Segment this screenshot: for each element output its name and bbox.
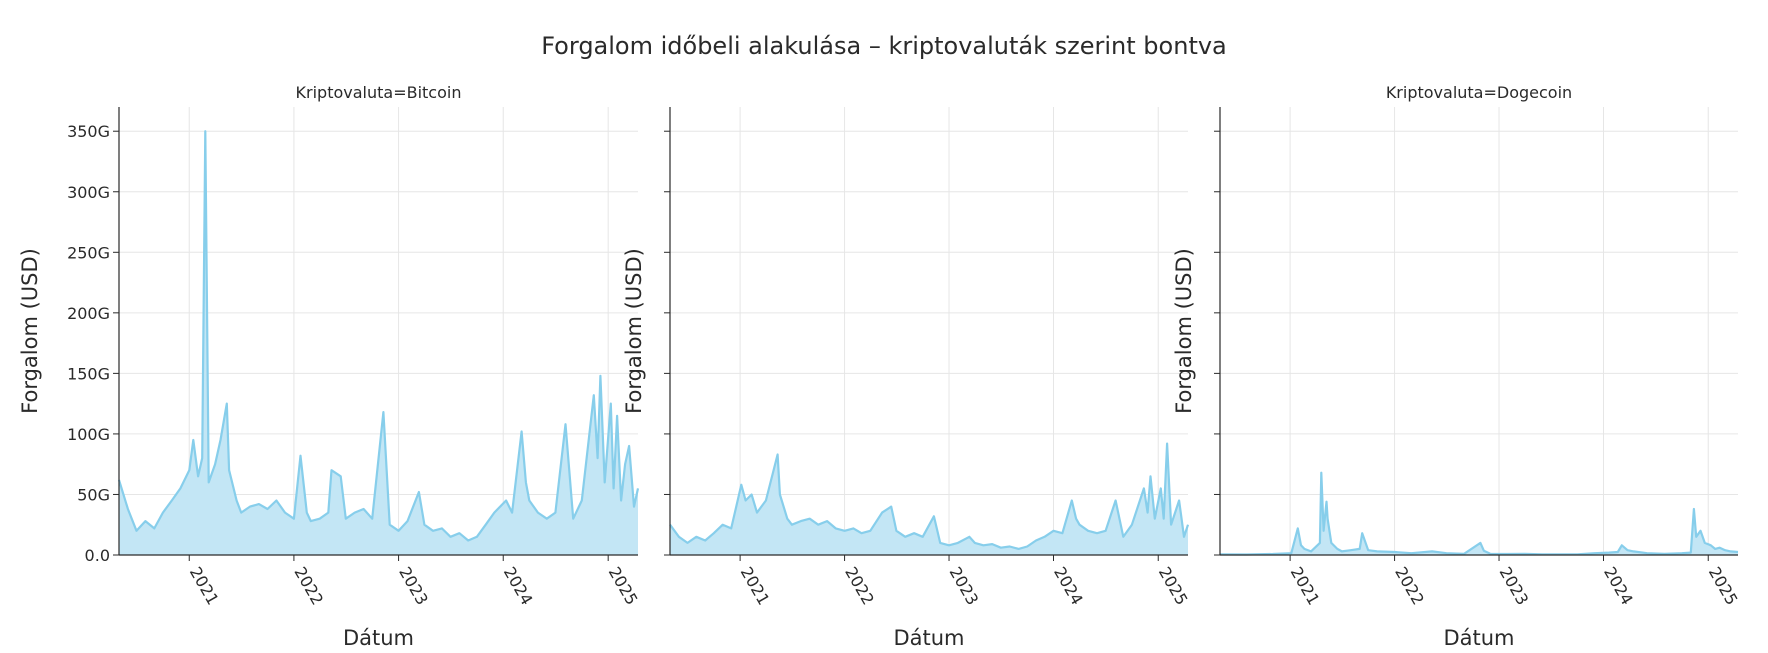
facet-panel-2: 2021 2022 2023 2024 2025 Dátum Forgalom (USD) bbox=[622, 107, 1192, 650]
chart-title: Forgalom időbeli alakulása – kriptovalut… bbox=[541, 32, 1227, 60]
x-axis-title: Dátum bbox=[343, 626, 414, 650]
y-axis-title: Forgalom (USD) bbox=[1172, 248, 1196, 414]
facet-panel-1: 0.0 50G 100G 150G 200G 250G 300G 350G 2021 2022 20… bbox=[18, 83, 642, 650]
series-area bbox=[119, 131, 638, 555]
x-tick-label: 2022 bbox=[1391, 563, 1428, 608]
x-tick-label: 2023 bbox=[1496, 564, 1533, 609]
facet-title: Kriptovaluta=Bitcoin bbox=[296, 83, 462, 102]
y-tick-label: 50G bbox=[77, 485, 110, 504]
x-tick-label: 2024 bbox=[1600, 563, 1637, 608]
x-tick-label: 2024 bbox=[1050, 563, 1087, 608]
y-tick-label: 150G bbox=[67, 364, 110, 383]
x-tick-label: 2021 bbox=[737, 564, 774, 609]
facet-panel-3: 2021 2022 2023 2024 2025 Kriptovaluta=Dogecoi… bbox=[1172, 83, 1742, 650]
x-tick-label: 2022 bbox=[290, 564, 327, 609]
y-tick-label: 100G bbox=[67, 425, 110, 444]
series-area bbox=[670, 443, 1188, 555]
x-tick-label: 2021 bbox=[1287, 564, 1324, 609]
x-axis-title: Dátum bbox=[1443, 626, 1514, 650]
y-tick-label: 250G bbox=[67, 243, 110, 262]
y-tick-label: 200G bbox=[67, 304, 110, 323]
series-line bbox=[1219, 471, 1739, 556]
y-axis-title: Forgalom (USD) bbox=[622, 248, 646, 414]
facet-title: Kriptovaluta=Dogecoin bbox=[1386, 83, 1572, 102]
y-tick-label: 300G bbox=[67, 183, 110, 202]
y-tick-label: 350G bbox=[67, 122, 110, 141]
x-tick-label: 2024 bbox=[500, 564, 537, 609]
y-axis-title: Forgalom (USD) bbox=[18, 248, 42, 414]
x-axis-title: Dátum bbox=[893, 626, 964, 650]
x-tick-label: 2025 bbox=[605, 563, 642, 608]
x-tick-label: 2025 bbox=[1155, 564, 1192, 609]
x-tick-label: 2022 bbox=[841, 563, 878, 608]
x-tick-label: 2023 bbox=[395, 563, 432, 608]
series-line bbox=[117, 130, 640, 542]
y-tick-label: 0.0 bbox=[85, 546, 110, 565]
series-line bbox=[669, 442, 1190, 550]
x-tick-label: 2021 bbox=[186, 563, 223, 608]
x-tick-label: 2025 bbox=[1705, 564, 1742, 609]
x-tick-label: 2023 bbox=[946, 564, 983, 609]
